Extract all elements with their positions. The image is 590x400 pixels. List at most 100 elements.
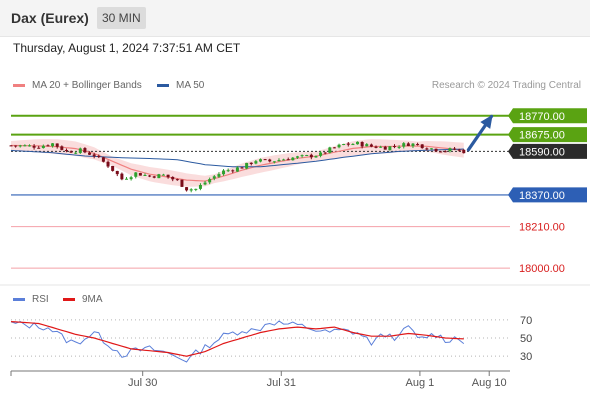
rsi-ma-legend-label: 9MA xyxy=(82,294,103,305)
candle-body xyxy=(32,145,36,148)
candle-body xyxy=(55,143,59,147)
candle-body xyxy=(18,145,22,147)
level-label-3: 18370.00 xyxy=(519,190,565,202)
candle-body xyxy=(69,151,73,153)
candle-body xyxy=(259,159,262,162)
candle-body xyxy=(323,152,327,154)
candle-body xyxy=(448,148,452,152)
candle-body xyxy=(194,188,198,190)
time-tick-label-1: Jul 31 xyxy=(267,377,296,389)
candle-body xyxy=(157,174,161,179)
candle-body xyxy=(337,144,341,148)
candle-body xyxy=(420,144,424,149)
ma50-swatch xyxy=(157,84,169,87)
rsi-legend-rsi: RSI xyxy=(13,294,49,305)
candle-body xyxy=(263,159,267,161)
forecast-arrow-head xyxy=(480,114,493,129)
candle-body xyxy=(453,148,457,150)
candle-body xyxy=(27,145,31,147)
candle-body xyxy=(46,145,50,147)
ma20-swatch xyxy=(13,84,25,87)
candle-body xyxy=(125,178,129,180)
ma20-legend-label: MA 20 + Bollinger Bands xyxy=(32,80,142,91)
candle-body xyxy=(152,176,156,178)
candle-body xyxy=(106,161,110,167)
candle-body xyxy=(37,147,41,149)
candle-body xyxy=(319,152,323,156)
level-label-box-3 xyxy=(508,187,587,203)
candle-body xyxy=(97,155,101,157)
candle-body xyxy=(60,146,64,150)
ma50-legend-label: MA 50 xyxy=(176,80,205,91)
candle-body xyxy=(175,179,179,181)
candle-body xyxy=(88,152,92,155)
candle-body xyxy=(120,173,124,180)
level-label-box-1 xyxy=(508,127,587,143)
candle-body xyxy=(328,147,332,153)
candle-body xyxy=(226,170,230,172)
bollinger-band xyxy=(11,139,464,187)
candle-body xyxy=(305,155,309,157)
rsi-swatch xyxy=(13,298,25,301)
candle-body xyxy=(439,151,443,153)
rsi-line xyxy=(10,320,465,363)
rsi-legend-label: RSI xyxy=(32,294,49,305)
candle-body xyxy=(291,157,295,161)
timestamp: Thursday, August 1, 2024 7:37:51 AM CET xyxy=(13,41,241,55)
candle-body xyxy=(351,144,355,146)
candle-body xyxy=(369,144,373,147)
candle-body xyxy=(268,159,272,162)
candle-body xyxy=(166,174,170,178)
candle-body xyxy=(277,160,281,162)
candle-body xyxy=(272,161,276,163)
rsi-level-label-1: 50 xyxy=(520,333,532,345)
candle-body xyxy=(249,162,253,164)
candle-body xyxy=(235,167,239,172)
candle-body xyxy=(217,174,221,177)
candle-body xyxy=(295,156,299,158)
timeframe-button[interactable]: 30 MIN xyxy=(97,7,146,29)
candle-body xyxy=(51,143,55,147)
candle-body xyxy=(212,176,216,179)
candle-body xyxy=(300,155,304,157)
rsi-level-label-0: 70 xyxy=(520,315,532,327)
candle-body xyxy=(416,144,420,146)
candle-body xyxy=(286,159,290,161)
candle-body xyxy=(346,143,350,145)
candle-body xyxy=(41,145,45,149)
candle-body xyxy=(282,159,286,161)
candle-body xyxy=(356,141,360,145)
candle-body xyxy=(14,145,18,147)
candle-body xyxy=(143,174,147,176)
candle-body xyxy=(388,146,392,151)
candle-body xyxy=(203,182,207,185)
instrument-title: Dax (Eurex) xyxy=(11,10,89,26)
candle-body xyxy=(365,144,369,147)
candle-body xyxy=(138,173,142,176)
level-label-box-2 xyxy=(508,143,587,159)
candle-body xyxy=(74,152,78,154)
candle-body xyxy=(392,146,396,148)
candle-body xyxy=(101,157,105,162)
candle-body xyxy=(198,184,202,189)
candle-body xyxy=(374,146,378,148)
price-legend-ma20: MA 20 + Bollinger Bands xyxy=(13,80,142,91)
credit-text: Research © 2024 Trading Central xyxy=(431,80,581,91)
candle-body xyxy=(240,167,244,169)
candle-body xyxy=(383,146,387,150)
level-label-5: 18000.00 xyxy=(519,263,565,275)
level-label-box-0 xyxy=(508,108,587,124)
candle-body xyxy=(342,144,346,146)
candle-body xyxy=(457,149,461,151)
rsi-legend-ma: 9MA xyxy=(63,294,103,305)
rsi-ma-line xyxy=(10,321,464,357)
candle-body xyxy=(406,143,410,146)
candle-body xyxy=(425,148,429,150)
candle-body xyxy=(129,177,133,180)
candle-body xyxy=(309,154,313,158)
time-tick-label-3: Aug 10 xyxy=(472,377,507,389)
candle-body xyxy=(148,175,152,177)
candle-body xyxy=(462,149,466,154)
candle-body xyxy=(83,148,87,153)
